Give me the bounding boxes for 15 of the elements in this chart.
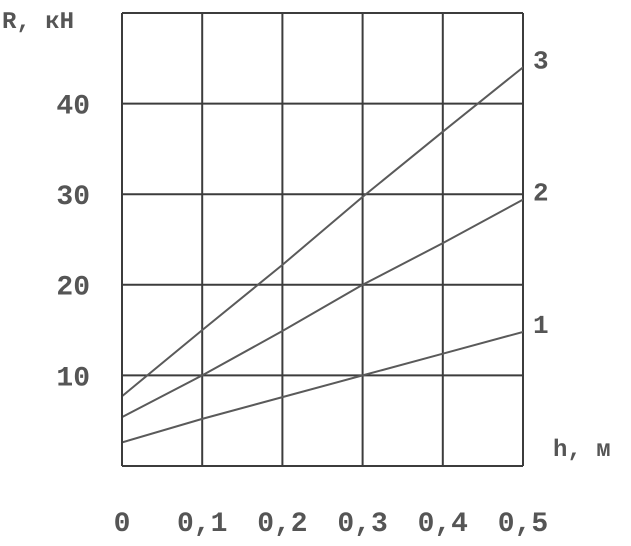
y-tick-label: 30 (56, 182, 90, 214)
y-axis-title: R, кН (2, 9, 74, 36)
y-tick-label: 20 (56, 272, 90, 304)
x-tick-label: 0,5 (498, 508, 548, 540)
series-label: 1 (533, 310, 549, 341)
x-axis-title: h, м (553, 437, 611, 464)
x-tick-label: 0,4 (418, 508, 468, 540)
series-label: 3 (533, 46, 549, 76)
y-tick-label: 10 (56, 363, 90, 394)
x-tick-label: 0,3 (337, 508, 388, 540)
x-tick-label: 0,1 (176, 508, 228, 540)
y-tick-label: 40 (56, 92, 90, 123)
series-label: 2 (533, 178, 549, 209)
x-tick-label: 0,2 (257, 508, 308, 540)
x-tick-label: 0 (114, 508, 130, 540)
